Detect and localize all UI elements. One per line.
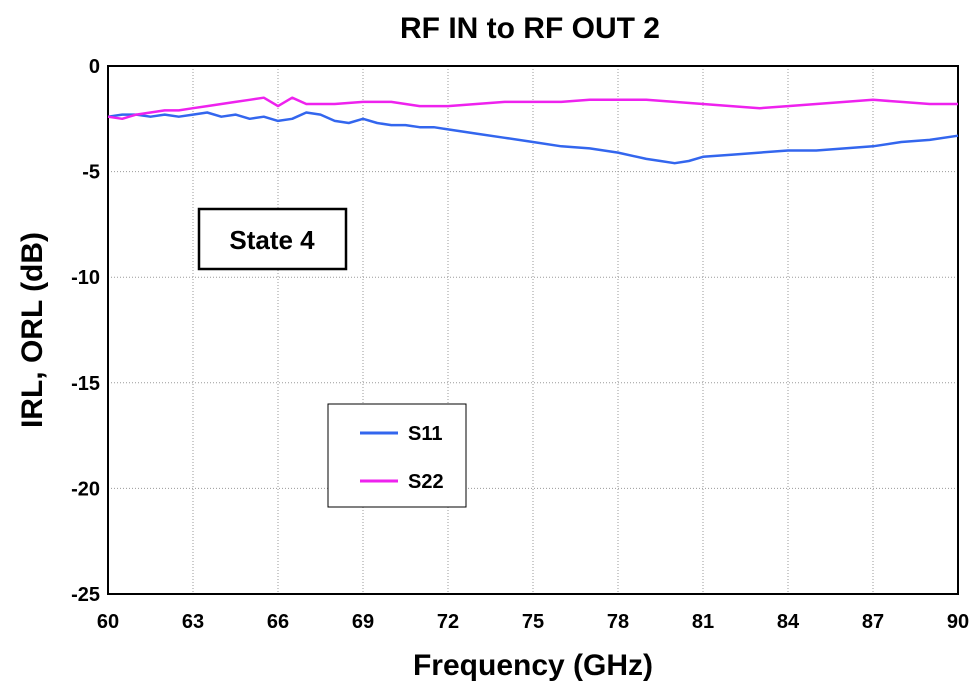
plot-area-frame (107, 65, 959, 595)
series-line-s22 (107, 96, 958, 121)
grid-lines (108, 66, 958, 594)
x-tick-label: 72 (437, 611, 459, 633)
legend: S11 S22 (327, 403, 467, 508)
legend-s11-label: S11 (408, 423, 442, 445)
y-axis-label: IRL, ORL (dB) (16, 232, 49, 428)
state-annotation-text: State 4 (229, 225, 315, 255)
x-tick-label: 90 (947, 611, 969, 633)
x-tick-label: 60 (97, 611, 119, 633)
legend-s22-label: S22 (408, 471, 444, 493)
x-axis-label: Frequency (GHz) (413, 649, 653, 682)
y-tick-labels: 0 -5 -10 -15 -20 -25 (71, 56, 100, 606)
y-tick-label: 0 (89, 56, 100, 78)
y-tick-label: -15 (71, 373, 100, 395)
x-tick-label: 75 (522, 611, 544, 633)
x-tick-label: 66 (267, 611, 289, 633)
state-annotation: State 4 (197, 207, 348, 271)
chart-title: RF IN to RF OUT 2 (400, 12, 660, 45)
y-tick-label: -5 (82, 162, 100, 184)
x-tick-label: 63 (182, 611, 204, 633)
series-line-s11 (107, 111, 959, 165)
x-tick-label: 78 (607, 611, 629, 633)
state-annotation-box (197, 207, 348, 271)
x-tick-label: 69 (352, 611, 374, 633)
y-tick-label: -10 (71, 267, 100, 289)
x-tick-label: 81 (692, 611, 714, 633)
x-tick-label: 84 (777, 611, 800, 633)
x-tick-labels: 60 63 66 69 72 75 78 81 84 87 90 (97, 611, 969, 633)
series-lines (107, 96, 959, 165)
y-tick-label: -25 (71, 584, 100, 606)
legend-box (327, 403, 467, 508)
x-tick-label: 87 (862, 611, 884, 633)
y-tick-label: -20 (71, 478, 100, 500)
